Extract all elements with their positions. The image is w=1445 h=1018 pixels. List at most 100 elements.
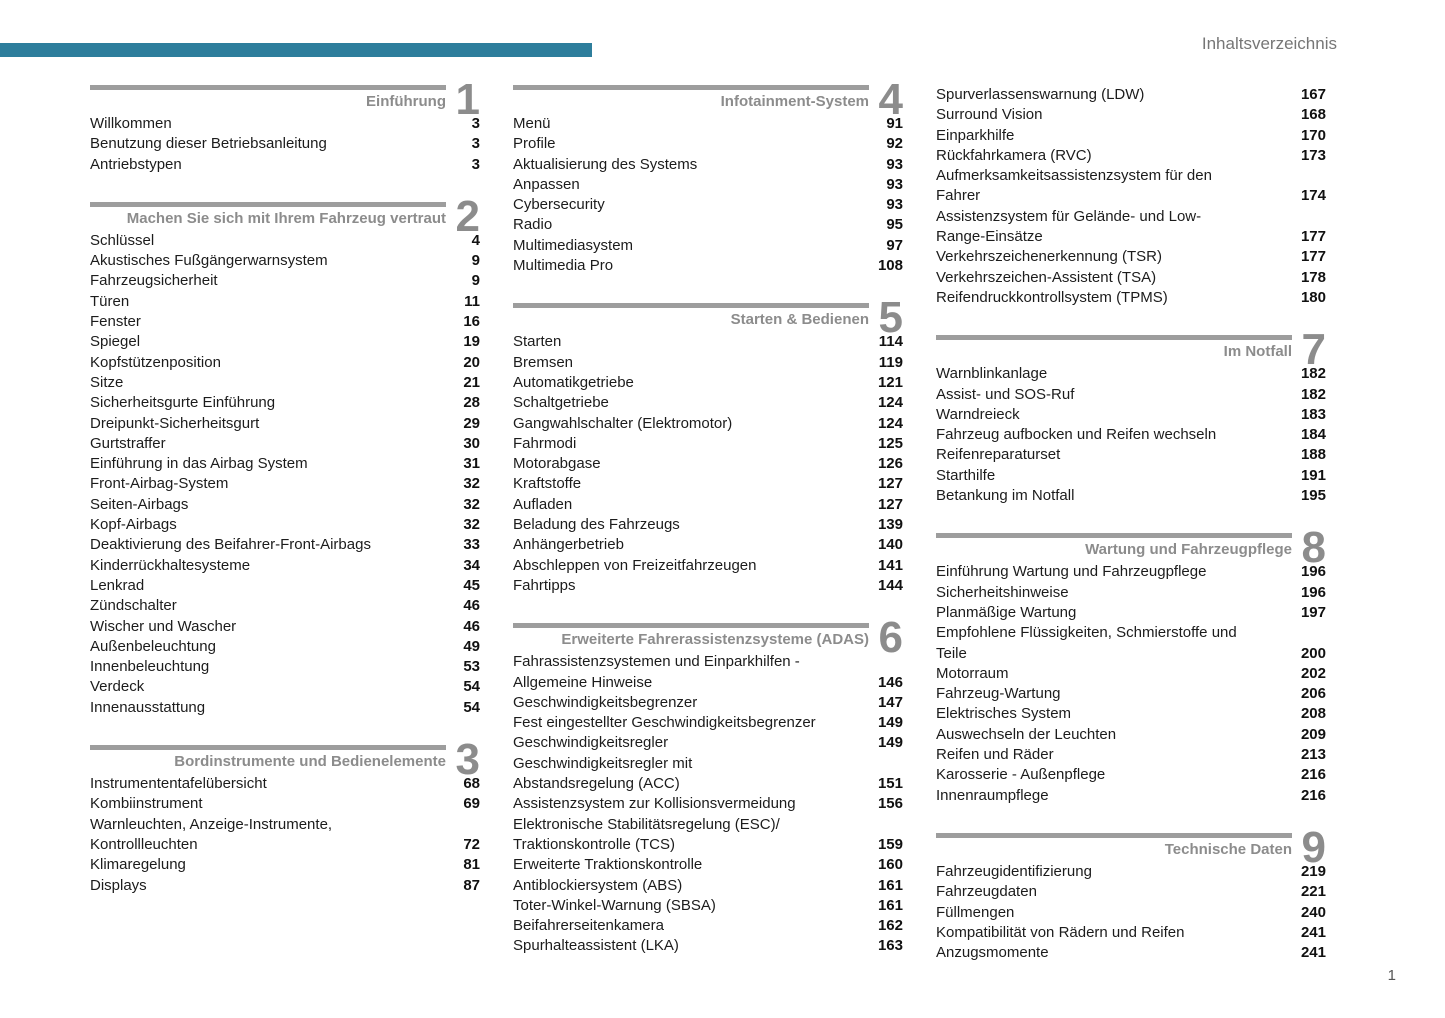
toc-entry-line: Warnblinkanlage 182 (936, 364, 1326, 384)
section-title: Wartung und Fahrzeugpflege (1085, 541, 1292, 559)
toc-entry-page: 170 (1300, 126, 1326, 144)
toc-entry-line: Elektrisches System 208 (936, 704, 1326, 724)
toc-entry-line: Sicherheitshinweise 196 (936, 583, 1326, 603)
toc-entry-label: Schlüssel (90, 231, 155, 249)
toc-entry-line: Anpassen 93 (513, 175, 903, 195)
toc-entry-line: Anzugsmomente 241 (936, 943, 1326, 963)
toc-entry-label: Fahrmodi (513, 434, 577, 452)
toc-entry-label: Gurtstraffer (90, 434, 166, 452)
toc-entry-page: 219 (1300, 862, 1326, 880)
toc-entry-label: Sicherheitshinweise (936, 583, 1069, 601)
section-header: Bordinstrumente und Bedienelemente 3 (90, 738, 480, 782)
toc-entry-label: Radio (513, 216, 553, 234)
section-title-row: Einführung (90, 92, 446, 112)
toc-entry-line: Surround Vision 168 (936, 105, 1326, 125)
toc-entry-line: Reifenreparaturset 188 (936, 445, 1326, 465)
toc-section: Im Notfall 7 Warnblinkanlage 182 Assist- und… (936, 325, 1326, 506)
toc-entry-line: Spiegel 19 (90, 332, 480, 352)
accent-bar (0, 43, 592, 57)
section-title-row: Bordinstrumente und Bedienelemente (90, 752, 446, 772)
toc-entry-page: 34 (463, 556, 480, 574)
toc-entry-page: 162 (877, 917, 903, 935)
toc-entry-page: 68 (463, 775, 480, 793)
toc-entry-line: Fahrer 174 (936, 186, 1326, 206)
toc-entry-label: Beladung des Fahrzeugs (513, 516, 680, 534)
toc-entry-label: Elektrisches System (936, 705, 1072, 723)
section-rule (936, 533, 1292, 539)
toc-entry-page: 159 (877, 835, 903, 853)
toc-entry-label: Aufladen (513, 495, 573, 513)
toc-entry-page: 144 (877, 576, 903, 594)
toc-entry-page: 221 (1300, 883, 1326, 901)
toc-entry-label: Einführung Wartung und Fahrzeugpflege (936, 563, 1207, 581)
toc-entry-label: Warnblinkanlage (936, 365, 1048, 383)
toc-entry-line: Range-Einsätze 177 (936, 227, 1326, 247)
toc-entry-line: Geschwindigkeitsregler 149 (513, 733, 903, 753)
toc-entry-label: Verkehrszeichen-Assistent (TSA) (936, 268, 1157, 286)
toc-entry-line: Zündschalter 46 (90, 596, 480, 616)
section-number: 7 (1301, 325, 1326, 375)
section-number: 6 (878, 613, 903, 663)
section-rule (936, 335, 1292, 341)
toc-entry-label: Zündschalter (90, 597, 177, 615)
toc-entry-page: 92 (886, 135, 903, 153)
toc-entry-label: Fest eingestellter Geschwindigkeitsbegre… (513, 714, 816, 732)
toc-entry-line: Verkehrszeichen-Assistent (TSA) 178 (936, 268, 1326, 288)
toc-entry-label: Beifahrerseitenkamera (513, 917, 664, 935)
section-rule (513, 623, 869, 629)
toc-entry-label: Sitze (90, 373, 124, 391)
toc-entry-label: Verkehrszeichenerkennung (TSR) (936, 248, 1162, 266)
toc-entry-page: 173 (1300, 146, 1326, 164)
section-header: Im Notfall 7 (936, 325, 1326, 375)
toc-columns: Einführung 1 Willkommen 3 Benutzung dieser B… (90, 78, 1326, 963)
section-rule (90, 745, 446, 751)
toc-entry-page: 11 (464, 292, 480, 310)
toc-entry-label: Warndreieck (936, 405, 1020, 423)
toc-entry-label: Assist- und SOS-Ruf (936, 385, 1075, 403)
toc-entry-page: 125 (877, 434, 903, 452)
toc-entry-line: Seiten-Airbags 32 (90, 495, 480, 515)
toc-entry-page: 33 (463, 536, 480, 554)
toc-section: Einführung 1 Willkommen 3 Benutzung dieser B… (90, 78, 480, 175)
section-header: Einführung 1 (90, 78, 480, 122)
toc-entry-line: Toter-Winkel-Warnung (SBSA) 161 (513, 896, 903, 916)
toc-entry-page: 28 (463, 394, 480, 412)
toc-entry-label: Warnleuchten, Anzeige-Instrumente, (90, 815, 333, 833)
toc-entry-label: Anpassen (513, 175, 580, 193)
section-title-row: Infotainment-System (513, 92, 869, 112)
page-number: 1 (1387, 967, 1396, 984)
section-header-left: Infotainment-System (513, 85, 869, 112)
toc-entry-line: Aufladen 127 (513, 495, 903, 515)
section-header: Machen Sie sich mit Ihrem Fahrzeug vertr… (90, 194, 480, 238)
toc-entry-line: Gurtstraffer 30 (90, 434, 480, 454)
toc-entry-page: 46 (463, 617, 480, 635)
toc-entry-page: 127 (877, 495, 903, 513)
toc-entry-line: Innenausstattung 54 (90, 698, 480, 718)
toc-entry-line: Warnleuchten, Anzeige-Instrumente, (90, 815, 480, 835)
toc-entry-label: Surround Vision (936, 106, 1043, 124)
toc-entry-line: Cybersecurity 93 (513, 195, 903, 215)
toc-entry-label: Rückfahrkamera (RVC) (936, 146, 1092, 164)
toc-entry-line: Kontrollleuchten 72 (90, 835, 480, 855)
toc-entry-label: Auswechseln der Leuchten (936, 725, 1117, 743)
section-header-left: Einführung (90, 85, 446, 112)
toc-entry-line: Planmäßige Wartung 197 (936, 603, 1326, 623)
toc-entry-label: Gangwahlschalter (Elektromotor) (513, 414, 733, 432)
toc-entry-line: Innenraumpflege 216 (936, 786, 1326, 806)
toc-entry-page: 213 (1300, 746, 1326, 764)
toc-entry-label: Fahrzeugidentifizierung (936, 862, 1092, 880)
toc-entry-line: Fenster 16 (90, 312, 480, 332)
section-rule (936, 832, 1292, 838)
section-title-row: Im Notfall (936, 342, 1292, 362)
toc-entry-label: Displays (90, 876, 147, 894)
toc-entry-label: Sicherheitsgurte Einführung (90, 394, 276, 412)
section-header: Infotainment-System 4 (513, 78, 903, 122)
toc-entry-page: 32 (463, 516, 480, 534)
toc-entry-line: Bremsen 119 (513, 353, 903, 373)
toc-entry-line: Betankung im Notfall 195 (936, 486, 1326, 506)
toc-entry-page: 161 (877, 876, 903, 894)
section-header-left: Machen Sie sich mit Ihrem Fahrzeug vertr… (90, 201, 446, 229)
section-rule (90, 201, 446, 207)
toc-entry-line: Auswechseln der Leuchten 209 (936, 725, 1326, 745)
toc-entry-label: Spurhalteassistent (LKA) (513, 937, 679, 955)
